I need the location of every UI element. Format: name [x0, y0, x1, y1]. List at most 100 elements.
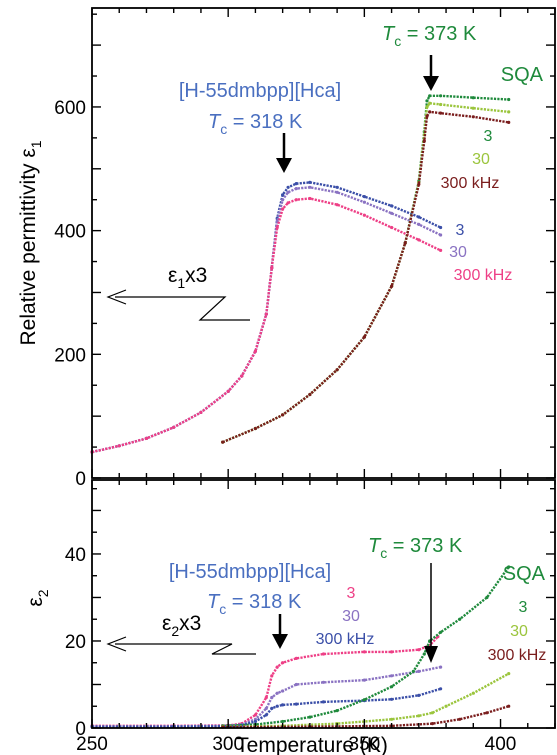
series-bottom-sqa-sqa_3 — [221, 565, 511, 728]
data-point — [308, 196, 312, 201]
bottom-sqa-tc-label: Tc = 373 K — [368, 535, 463, 561]
y-tick-label: 20 — [65, 632, 86, 653]
data-point — [390, 650, 394, 654]
x-tick-label: 250 — [76, 734, 108, 755]
top-sqa-freq-300: 300 kHz — [441, 175, 500, 192]
top-plot-frame — [91, 7, 556, 479]
y-tick-label: 0 — [75, 719, 86, 740]
data-point — [390, 674, 394, 678]
data-point — [270, 706, 274, 711]
data-point — [471, 691, 475, 695]
series-bottom-sqa-sqa_300 — [221, 704, 511, 729]
data-point — [471, 106, 475, 110]
data-point — [362, 650, 366, 654]
bottom-sqa-freq-30: 30 — [510, 623, 528, 640]
data-point — [264, 695, 268, 700]
top-y-axis-label: Relative permittivity ε1 — [17, 140, 44, 345]
data-point — [439, 111, 443, 115]
data-point — [335, 190, 339, 194]
data-point — [321, 680, 326, 684]
data-point — [362, 698, 366, 702]
data-point — [264, 713, 268, 717]
top-ca-freq-30: 30 — [449, 244, 467, 261]
bottom-ca-freq-30: 30 — [342, 608, 360, 625]
data-point — [321, 652, 326, 656]
data-point — [335, 203, 339, 207]
bottom-ca-tc-arrow — [272, 614, 288, 649]
data-point — [507, 704, 511, 708]
series-line — [222, 566, 510, 727]
data-point — [335, 709, 339, 713]
data-point — [439, 94, 443, 98]
data-point — [485, 595, 489, 600]
data-point — [411, 669, 415, 674]
y-tick-label: 200 — [54, 345, 86, 366]
data-point — [275, 225, 279, 230]
top-ca-tc-arrow — [276, 133, 292, 173]
series-line — [222, 672, 510, 728]
bottom-ca-freq-300: 300 kHz — [316, 631, 375, 648]
data-point — [417, 669, 421, 674]
data-point — [281, 198, 285, 202]
data-point — [422, 652, 426, 656]
data-point — [430, 711, 434, 715]
y-tick-label: 400 — [54, 222, 86, 243]
data-point — [425, 99, 429, 103]
data-point — [417, 714, 421, 718]
data-point — [403, 241, 407, 245]
series-top-sqa-sqa_300 — [221, 110, 511, 444]
top-ca-freq-3: 3 — [456, 222, 465, 239]
data-point — [362, 195, 366, 199]
data-point — [458, 617, 462, 621]
data-point — [308, 715, 312, 719]
bottom-ca-name: [H-55dmbpp][Hca] — [169, 561, 331, 583]
top-ca-freq-300: 300 kHz — [454, 267, 513, 284]
data-point — [281, 689, 285, 693]
data-point — [275, 691, 279, 695]
data-point — [390, 284, 394, 288]
bottom-sqa-freq-3: 3 — [519, 599, 528, 616]
data-point — [253, 719, 257, 724]
top-sqa-freq-3: 3 — [484, 128, 493, 145]
series-line — [91, 197, 442, 454]
data-point — [281, 703, 285, 707]
data-point — [264, 706, 268, 711]
data-point — [281, 207, 285, 211]
data-point — [335, 185, 339, 189]
data-point — [253, 717, 257, 721]
data-point — [417, 693, 421, 698]
data-point — [286, 190, 290, 194]
data-point — [390, 685, 394, 689]
bottom-series-group — [90, 565, 511, 729]
data-point — [439, 687, 443, 691]
data-point — [308, 185, 312, 189]
top-sqa-tc-label: Tc = 373 K — [382, 23, 477, 49]
data-point — [281, 719, 285, 724]
data-point — [428, 101, 432, 105]
data-point — [221, 440, 225, 444]
data-point — [117, 444, 121, 448]
bottom-y-axis-label: ε2 — [24, 589, 51, 606]
data-point — [253, 426, 257, 431]
data-point — [430, 722, 434, 726]
data-point — [362, 213, 366, 217]
data-point — [390, 717, 394, 721]
data-point — [281, 661, 285, 665]
top-sqa-freq-30: 30 — [472, 151, 490, 168]
bottom-plot-frame — [91, 479, 556, 729]
data-point — [253, 349, 257, 353]
data-point — [439, 630, 443, 634]
data-point — [335, 368, 339, 372]
data-point — [286, 185, 290, 189]
data-point — [417, 648, 421, 652]
series-line — [92, 635, 439, 727]
series-bottom-ca-ca_300 — [90, 635, 440, 728]
data-point — [294, 187, 298, 191]
top-sqa-name: SQA — [501, 64, 544, 86]
data-point — [428, 94, 432, 98]
bottom-eps-arrow — [106, 636, 256, 655]
data-point — [270, 674, 274, 678]
data-point — [439, 102, 443, 107]
bottom-ticks: 250 300 350 400 0 20 40 — [65, 480, 556, 755]
